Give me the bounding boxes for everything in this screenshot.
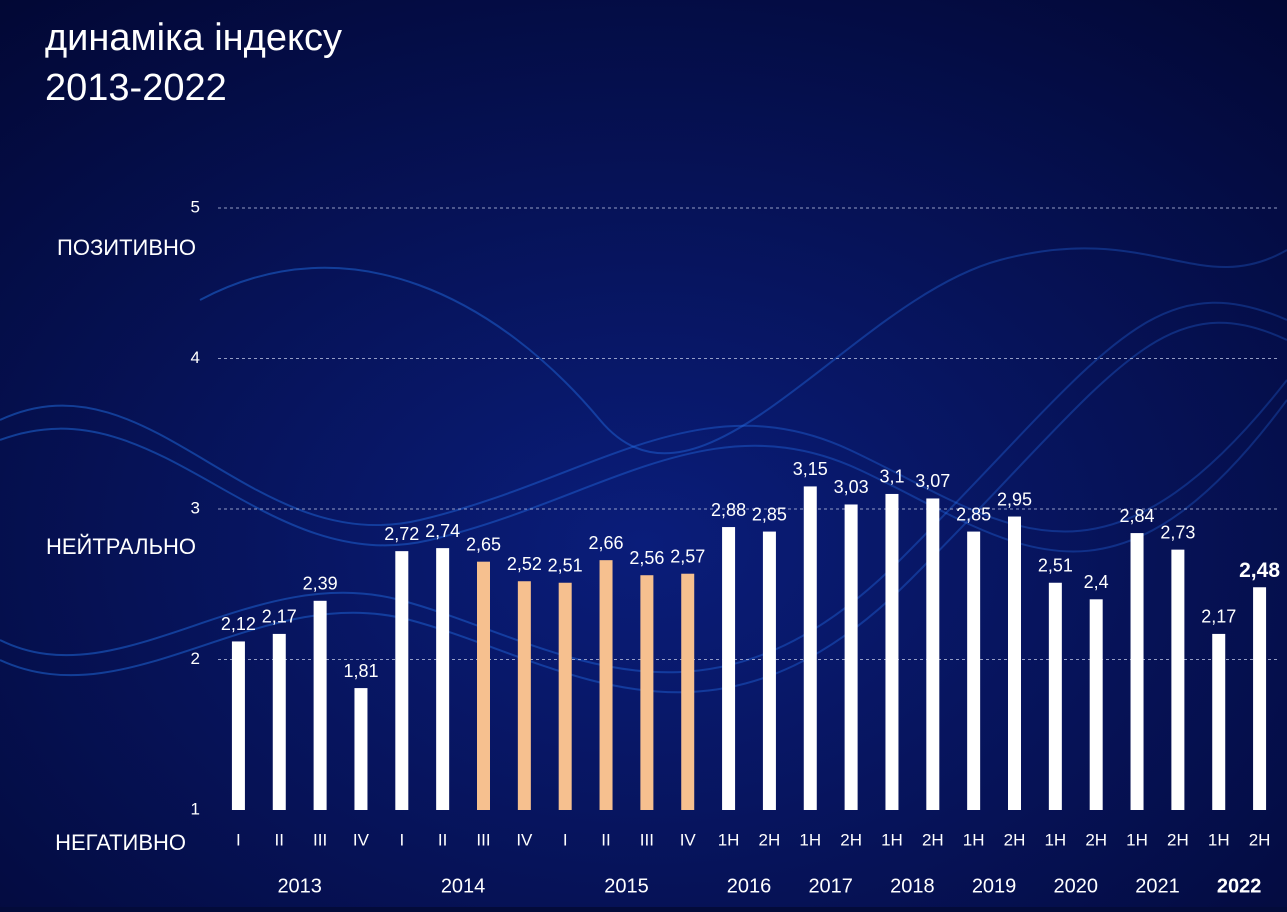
bar bbox=[885, 493, 899, 810]
bar bbox=[354, 688, 368, 810]
x-tick-label: 2H bbox=[1167, 830, 1189, 849]
bar bbox=[395, 551, 409, 810]
y-tick-label: 1 bbox=[191, 799, 200, 818]
bar bbox=[436, 548, 450, 810]
value-label: 3,07 bbox=[915, 471, 950, 491]
value-label: 3,1 bbox=[879, 467, 904, 487]
x-tick-label: III bbox=[640, 830, 654, 849]
bar bbox=[1212, 633, 1226, 810]
x-tick-label: 2H bbox=[922, 830, 944, 849]
x-tick-label: 2H bbox=[840, 830, 862, 849]
x-tick-label: 2H bbox=[1085, 830, 1107, 849]
y-tick-label: 4 bbox=[191, 348, 200, 367]
y-tick-label: 5 bbox=[191, 197, 200, 216]
bar bbox=[722, 527, 736, 810]
value-label: 2,88 bbox=[711, 500, 746, 520]
title-line: динаміка індексу bbox=[45, 17, 342, 59]
value-label: 2,17 bbox=[1201, 607, 1236, 627]
x-tick-label: III bbox=[313, 830, 327, 849]
value-label: 2,12 bbox=[221, 614, 256, 634]
x-tick-label: II bbox=[601, 830, 610, 849]
value-label: 2,48 bbox=[1239, 559, 1280, 582]
bar bbox=[762, 531, 776, 810]
value-label: 2,57 bbox=[670, 546, 705, 566]
x-tick-label: IV bbox=[680, 830, 697, 849]
x-tick-label: II bbox=[438, 830, 447, 849]
value-label: 3,03 bbox=[834, 477, 869, 497]
value-label: 2,72 bbox=[384, 524, 419, 544]
year-label: 2020 bbox=[1054, 875, 1099, 897]
year-label: 2019 bbox=[972, 875, 1017, 897]
bar bbox=[1253, 587, 1267, 810]
x-tick-label: 1H bbox=[881, 830, 903, 849]
year-label: 2021 bbox=[1135, 875, 1180, 897]
bar bbox=[926, 498, 940, 810]
x-tick-label: 2H bbox=[1249, 830, 1271, 849]
x-tick-label: IV bbox=[353, 830, 370, 849]
year-label: 2014 bbox=[441, 875, 486, 897]
value-label: 2,65 bbox=[466, 534, 501, 554]
year-label: 2022 bbox=[1217, 875, 1262, 897]
x-tick-label: II bbox=[275, 830, 284, 849]
x-tick-label: 2H bbox=[759, 830, 781, 849]
bar bbox=[517, 581, 531, 810]
x-tick-label: 1H bbox=[963, 830, 985, 849]
bar bbox=[844, 504, 858, 810]
value-label: 2,52 bbox=[507, 554, 542, 574]
x-tick-label: 1H bbox=[1126, 830, 1148, 849]
year-label: 2015 bbox=[604, 875, 649, 897]
bar bbox=[1008, 516, 1021, 810]
x-tick-label: I bbox=[563, 830, 568, 849]
x-tick-label: 2H bbox=[1004, 830, 1026, 849]
bar bbox=[558, 582, 572, 810]
value-label: 3,15 bbox=[793, 459, 828, 479]
bar bbox=[803, 486, 817, 810]
year-label: 2017 bbox=[808, 875, 853, 897]
year-label: 2018 bbox=[890, 875, 935, 897]
x-tick-label: 1H bbox=[799, 830, 821, 849]
bar bbox=[640, 575, 654, 810]
zone-label: НЕЙТРАЛЬНО bbox=[46, 534, 196, 559]
x-tick-label: IV bbox=[516, 830, 533, 849]
bar bbox=[1048, 582, 1062, 810]
x-tick-label: I bbox=[399, 830, 404, 849]
y-tick-label: 2 bbox=[191, 649, 200, 668]
x-tick-label: I bbox=[236, 830, 241, 849]
value-label: 2,85 bbox=[752, 504, 787, 524]
value-label: 2,85 bbox=[956, 504, 991, 524]
zone-label: НЕГАТИВНО bbox=[55, 830, 186, 855]
bar bbox=[313, 600, 327, 810]
x-tick-label: III bbox=[476, 830, 490, 849]
value-label: 2,84 bbox=[1120, 506, 1155, 526]
value-label: 1,81 bbox=[343, 661, 378, 681]
value-label: 2,51 bbox=[548, 555, 583, 575]
bar bbox=[967, 531, 981, 810]
x-tick-label: 1H bbox=[1208, 830, 1230, 849]
y-tick-label: 3 bbox=[191, 498, 200, 517]
bar bbox=[231, 641, 245, 810]
value-label: 2,66 bbox=[589, 533, 624, 553]
title-line: 2013-2022 bbox=[45, 67, 227, 109]
value-label: 2,95 bbox=[997, 489, 1032, 509]
bar bbox=[599, 560, 613, 810]
bar bbox=[1130, 533, 1144, 810]
value-label: 2,39 bbox=[303, 574, 338, 594]
bar bbox=[477, 561, 490, 810]
bar bbox=[1089, 599, 1103, 810]
value-label: 2,17 bbox=[262, 607, 297, 627]
value-label: 2,73 bbox=[1160, 522, 1195, 542]
value-label: 2,74 bbox=[425, 521, 460, 541]
bar bbox=[272, 633, 286, 810]
x-tick-label: 1H bbox=[718, 830, 740, 849]
zone-label: ПОЗИТИВНО bbox=[57, 235, 196, 260]
value-label: 2,56 bbox=[629, 548, 664, 568]
value-label: 2,51 bbox=[1038, 555, 1073, 575]
year-label: 2013 bbox=[277, 875, 322, 897]
year-label: 2016 bbox=[727, 875, 772, 897]
bar bbox=[1171, 549, 1185, 810]
bar bbox=[681, 573, 695, 810]
x-tick-label: 1H bbox=[1044, 830, 1066, 849]
value-label: 2,4 bbox=[1084, 572, 1109, 592]
